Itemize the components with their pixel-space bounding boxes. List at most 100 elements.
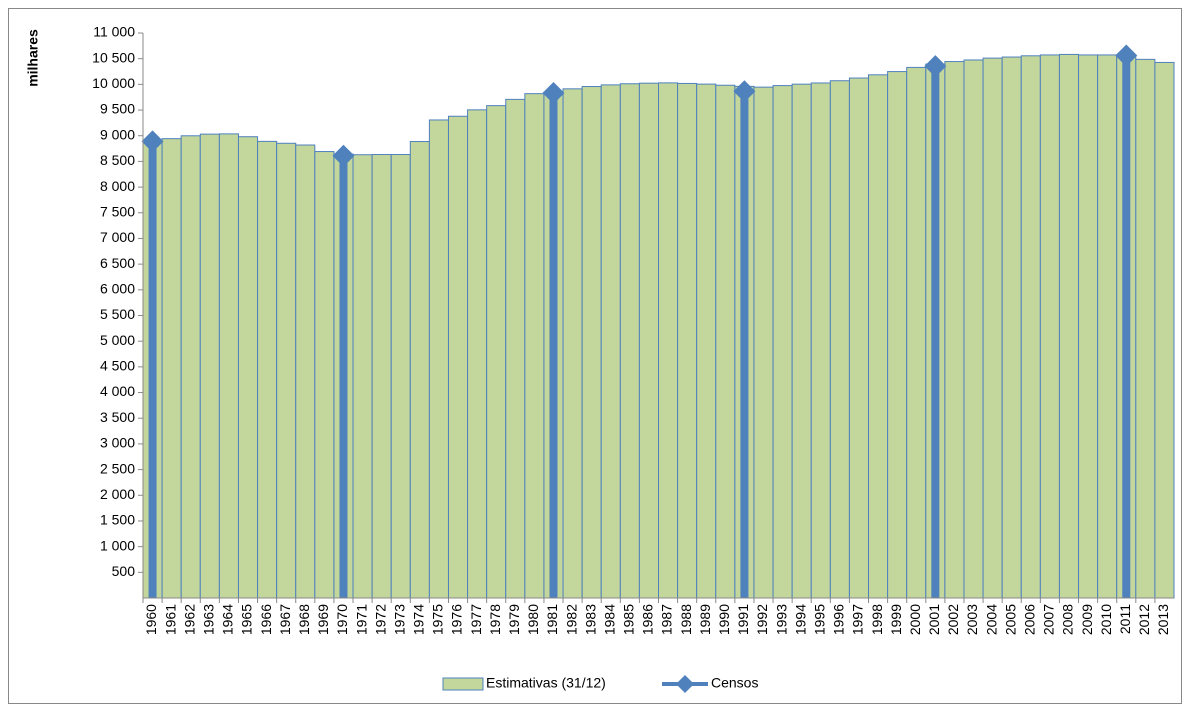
x-tick-label: 1967: [277, 604, 293, 635]
bar: [218, 133, 239, 599]
x-tick-label: 1963: [201, 604, 217, 635]
x-tick-label: 2005: [1002, 604, 1018, 635]
x-tick-label: 1982: [563, 604, 579, 635]
y-tick-label: 3 500: [100, 409, 135, 425]
y-tick-label: 500: [112, 563, 136, 579]
census-marker: [1115, 44, 1138, 67]
x-tick-label: 2010: [1098, 604, 1114, 635]
bar: [409, 141, 430, 599]
x-tick-label: 1964: [220, 604, 236, 635]
bar: [467, 109, 488, 599]
bar: [1154, 61, 1175, 599]
bar: [868, 74, 889, 599]
census-marker: [141, 130, 164, 153]
bar: [237, 136, 259, 599]
y-tick-label: 8 500: [100, 152, 135, 168]
y-tick-label: 2 000: [100, 486, 135, 502]
y-tick-label: 5 000: [100, 332, 135, 348]
bar: [505, 98, 526, 599]
x-tick-label: 1994: [792, 604, 808, 635]
x-tick-label: 1979: [506, 604, 522, 635]
census-bar: [931, 66, 940, 598]
y-tick-label: 4 500: [100, 358, 135, 374]
x-tick-label: 1990: [716, 604, 732, 635]
bar: [1039, 54, 1060, 599]
census-bar: [549, 92, 558, 599]
bar: [906, 66, 927, 599]
bar: [810, 82, 831, 599]
bar: [390, 154, 411, 599]
bar: [581, 86, 602, 599]
x-tick-label: 1987: [659, 604, 675, 635]
x-tick-label: 1966: [258, 604, 274, 635]
x-tick-label: 2012: [1136, 604, 1152, 635]
x-tick-label: 2002: [945, 604, 961, 635]
census-bar: [740, 91, 749, 598]
bar: [276, 142, 297, 599]
census-bar: [339, 155, 348, 598]
legend-label: Censos: [711, 675, 758, 691]
x-tick-label: 1973: [391, 604, 407, 635]
x-tick-label: 1986: [640, 604, 656, 635]
bar: [944, 61, 965, 599]
x-tick-label: 1985: [621, 604, 637, 635]
bar: [486, 105, 507, 599]
bar: [696, 83, 717, 599]
bar: [352, 154, 373, 599]
census-marker: [924, 55, 947, 78]
bar: [428, 119, 449, 599]
x-tick-label: 1999: [888, 604, 904, 635]
bar: [677, 82, 698, 599]
census-marker: [733, 80, 756, 103]
bar: [1001, 56, 1022, 599]
x-tick-label: 2000: [907, 604, 923, 635]
y-tick-label: 5 500: [100, 306, 135, 322]
bar: [180, 135, 201, 599]
x-tick-label: 1968: [296, 604, 312, 635]
y-tick-label: 10 500: [92, 49, 135, 65]
bar: [715, 84, 736, 599]
bar: [524, 93, 545, 599]
y-tick-label: 2 500: [100, 460, 135, 476]
y-tick-label: 4 000: [100, 383, 135, 399]
x-tick-label: 1996: [831, 604, 847, 635]
bar: [371, 154, 392, 599]
y-tick-label: 7 500: [100, 203, 135, 219]
y-tick-label: 6 000: [100, 281, 135, 297]
bar: [295, 144, 316, 599]
x-tick-label: 2009: [1079, 604, 1095, 635]
x-tick-label: 1980: [525, 604, 541, 635]
x-tick-label: 2007: [1041, 604, 1057, 635]
x-tick-label: 1976: [449, 604, 465, 635]
y-tick-label: 3 000: [100, 435, 135, 451]
bar: [638, 82, 660, 599]
x-tick-label: 1988: [678, 604, 694, 635]
x-tick-label: 1965: [239, 604, 255, 635]
x-tick-label: 1995: [811, 604, 827, 635]
x-tick-label: 1969: [315, 604, 331, 635]
bar: [447, 115, 469, 599]
x-tick-label: 2001: [926, 604, 942, 635]
x-tick-label: 1981: [544, 604, 560, 635]
bar: [600, 84, 621, 599]
census-bar: [1122, 55, 1131, 599]
bar: [1135, 58, 1156, 599]
bar: [199, 133, 220, 599]
x-tick-label: 1978: [487, 604, 503, 635]
bar: [257, 140, 278, 599]
legend-marker: [676, 675, 694, 693]
y-tick-label: 9 500: [100, 101, 135, 117]
x-tick-label: 2008: [1060, 604, 1076, 635]
bar: [1097, 54, 1118, 599]
x-tick-label: 1991: [735, 604, 751, 635]
x-tick-label: 1998: [869, 604, 885, 635]
bar: [829, 80, 850, 599]
bar: [1078, 54, 1099, 599]
y-tick-label: 7 000: [100, 229, 135, 245]
y-tick-label: 8 000: [100, 178, 135, 194]
bar: [753, 86, 774, 599]
bar: [791, 83, 812, 599]
bar: [848, 77, 870, 599]
x-tick-label: 1997: [850, 604, 866, 635]
